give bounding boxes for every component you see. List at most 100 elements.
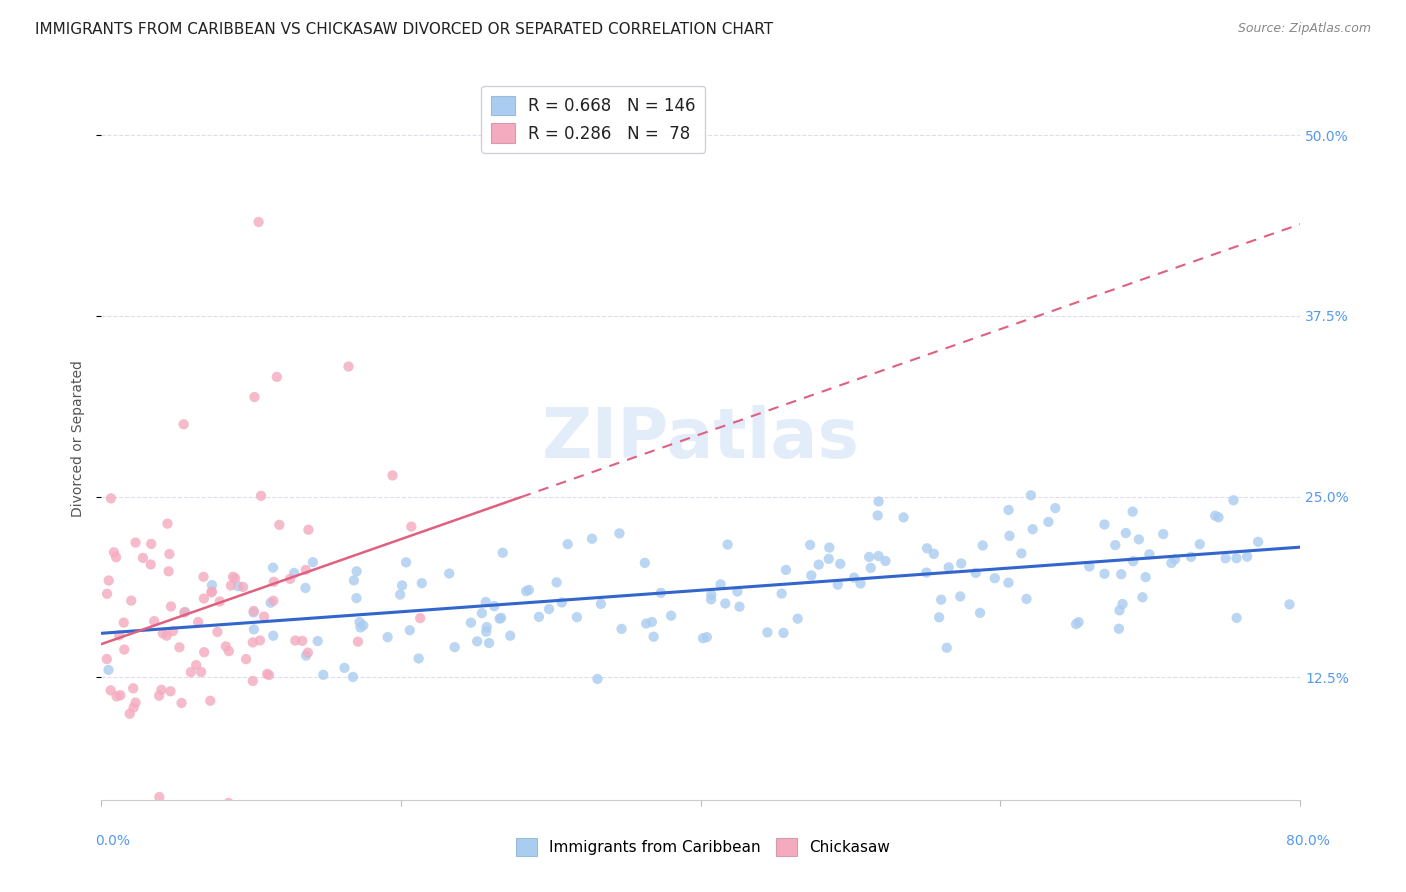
Point: [725, 584, 748, 599]
Point: [1021, 522, 1043, 536]
Point: [949, 590, 972, 604]
Point: [799, 538, 821, 552]
Point: [928, 610, 950, 624]
Point: [218, 644, 240, 658]
Point: [377, 630, 399, 644]
Point: [1064, 617, 1087, 632]
Point: [1236, 549, 1258, 564]
Point: [998, 529, 1021, 543]
Point: [157, 547, 180, 561]
Point: [756, 625, 779, 640]
Point: [1038, 515, 1060, 529]
Point: [148, 689, 170, 703]
Point: [770, 586, 793, 600]
Point: [186, 658, 208, 673]
Point: [842, 571, 865, 585]
Point: [938, 560, 960, 574]
Point: [190, 665, 212, 679]
Point: [174, 605, 197, 619]
Point: [342, 670, 364, 684]
Point: [242, 673, 264, 688]
Text: Source: ZipAtlas.com: Source: ZipAtlas.com: [1237, 22, 1371, 36]
Point: [714, 597, 737, 611]
Point: [984, 571, 1007, 585]
Point: [349, 620, 371, 634]
Point: [492, 546, 515, 560]
Point: [929, 592, 952, 607]
Point: [159, 684, 181, 698]
Y-axis label: Divorced or Separated: Divorced or Separated: [72, 360, 86, 517]
Point: [1015, 591, 1038, 606]
Text: 0.0%: 0.0%: [96, 834, 131, 848]
Point: [411, 576, 433, 591]
Point: [103, 545, 125, 559]
Point: [1019, 488, 1042, 502]
Point: [297, 646, 319, 660]
Point: [527, 610, 550, 624]
Point: [1208, 510, 1230, 524]
Point: [915, 566, 938, 580]
Point: [193, 591, 215, 606]
Point: [1122, 554, 1144, 568]
Point: [537, 602, 560, 616]
Legend: R = 0.668   N = 146, R = 0.286   N =  78: R = 0.668 N = 146, R = 0.286 N = 78: [481, 86, 706, 153]
Point: [866, 508, 889, 523]
Point: [807, 558, 830, 572]
Point: [950, 557, 973, 571]
Point: [256, 667, 278, 681]
Point: [465, 634, 488, 648]
Point: [692, 631, 714, 645]
Point: [1108, 603, 1130, 617]
Point: [849, 576, 872, 591]
Point: [1111, 597, 1133, 611]
Point: [173, 417, 195, 432]
Point: [1045, 501, 1067, 516]
Point: [1278, 598, 1301, 612]
Point: [586, 672, 609, 686]
Point: [1180, 549, 1202, 564]
Point: [443, 640, 465, 655]
Point: [347, 634, 370, 648]
Point: [297, 523, 319, 537]
Point: [489, 611, 512, 625]
Point: [858, 549, 880, 564]
Point: [728, 599, 751, 614]
Point: [969, 606, 991, 620]
Point: [1135, 570, 1157, 584]
Text: ZIPatlas: ZIPatlas: [541, 405, 859, 472]
Point: [772, 626, 794, 640]
Point: [1152, 527, 1174, 541]
Point: [1067, 615, 1090, 629]
Point: [242, 604, 264, 618]
Point: [859, 561, 882, 575]
Point: [551, 595, 574, 609]
Point: [118, 706, 141, 721]
Point: [218, 796, 240, 810]
Point: [294, 563, 316, 577]
Point: [162, 624, 184, 638]
Point: [100, 683, 122, 698]
Point: [294, 581, 316, 595]
Point: [193, 570, 215, 584]
Point: [247, 215, 270, 229]
Point: [266, 369, 288, 384]
Point: [143, 614, 166, 628]
Point: [1104, 538, 1126, 552]
Point: [398, 624, 420, 638]
Point: [965, 566, 987, 580]
Point: [122, 681, 145, 696]
Point: [474, 595, 496, 609]
Point: [389, 588, 412, 602]
Point: [1137, 547, 1160, 561]
Point: [565, 610, 588, 624]
Point: [253, 609, 276, 624]
Point: [120, 593, 142, 607]
Point: [1128, 533, 1150, 547]
Point: [893, 510, 915, 524]
Point: [226, 579, 249, 593]
Point: [935, 640, 957, 655]
Point: [1109, 567, 1132, 582]
Point: [395, 555, 418, 569]
Point: [208, 594, 231, 608]
Point: [478, 636, 501, 650]
